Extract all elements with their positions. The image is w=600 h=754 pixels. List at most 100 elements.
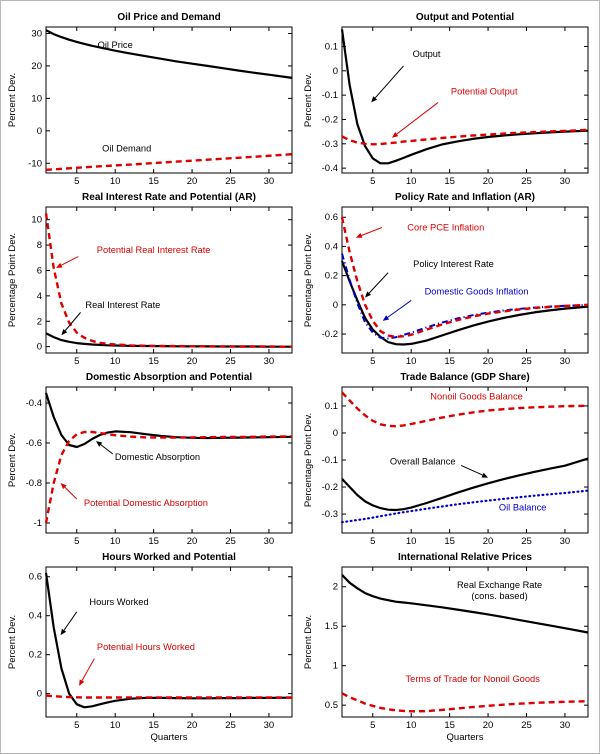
annotation-arrow-head xyxy=(371,96,378,103)
x-tick-label: 25 xyxy=(521,536,532,547)
annotation-arrow-head xyxy=(95,441,103,447)
x-tick-label: 20 xyxy=(187,356,198,367)
y-tick-label: 2 xyxy=(333,582,338,593)
chart-title: International Relative Prices xyxy=(398,552,532,563)
series-line xyxy=(341,574,589,634)
y-tick-label: 0 xyxy=(37,689,42,700)
chart-title: Domestic Absorption and Potential xyxy=(86,372,253,383)
y-axis-label: Percentage Point Dev. xyxy=(303,233,314,327)
chart-canvas-domestic-absorption: 5 10 15 20 25 30 -1 -0.8 -0.6 -0.4 Domestic Absorp… xyxy=(7,372,293,547)
y-tick-label: 0.1 xyxy=(325,401,338,412)
x-tick-label: 15 xyxy=(444,176,455,187)
annotation-arrow-head xyxy=(391,132,399,138)
series-label: Hours Worked xyxy=(89,597,148,607)
y-axis-label: Percent Dev. xyxy=(303,73,314,127)
x-tick-label: 15 xyxy=(444,356,455,367)
series-label: Oil Balance xyxy=(499,502,547,512)
chart-hours-worked-and-potential: 5 10 15 20 25 30 0 0.2 0.4 0.6 Hours Worked and Po… xyxy=(4,549,300,747)
y-tick-label: 20 xyxy=(31,61,42,72)
y-tick-label: 0 xyxy=(333,66,338,77)
y-tick-label: -0.4 xyxy=(26,398,42,409)
x-tick-label: 25 xyxy=(225,356,236,367)
y-tick-label: 1.5 xyxy=(325,621,338,632)
series-label: Core PCE Inflation xyxy=(407,222,484,232)
series-line xyxy=(340,216,589,339)
series-line xyxy=(341,391,589,428)
plot-box xyxy=(341,386,589,534)
series-label: Real Interest Rate xyxy=(85,300,160,310)
chart-policy-rate-and-inflation: 5 10 15 20 25 30 -0.2 0 0.2 0.4 0.6 Policy Rate and… xyxy=(300,189,596,369)
chart-oil-price-and-demand: 5 10 15 20 25 30 -10 0 10 20 30 Oil Price and Deman… xyxy=(4,9,300,189)
annotation-arrow-head xyxy=(365,291,372,298)
x-tick-label: 20 xyxy=(187,536,198,547)
chart-title: Oil Price and Demand xyxy=(117,12,220,23)
chart-trade-balance: 5 10 15 20 25 30 -0.3 -0.2 -0.1 0 0.1 Trade Balance… xyxy=(300,369,596,549)
annotation-arrow-head xyxy=(79,679,85,686)
x-axis-label: Quarters xyxy=(447,732,484,743)
y-tick-label: -0.8 xyxy=(26,478,42,489)
x-tick-label: 10 xyxy=(406,536,417,547)
plot-box xyxy=(45,26,293,174)
x-tick-label: 20 xyxy=(483,536,494,547)
x-tick-label: 5 xyxy=(74,720,79,731)
x-tick-label: 25 xyxy=(225,176,236,187)
y-tick-label: -0.1 xyxy=(322,455,338,466)
series-label: Real Exchange Rate xyxy=(457,580,542,590)
plot-box xyxy=(341,26,589,174)
y-tick-label: 0.1 xyxy=(325,41,338,52)
chart-title: Policy Rate and Inflation (AR) xyxy=(395,192,535,203)
plot-box xyxy=(45,566,293,718)
series-line xyxy=(44,430,293,524)
series-line xyxy=(45,29,293,79)
series-label: Policy Interest Rate xyxy=(413,259,494,269)
chart-domestic-absorption-and-potential: 5 10 15 20 25 30 -1 -0.8 -0.6 -0.4 Domestic Absorp… xyxy=(4,369,300,549)
annotation-arrow-line xyxy=(361,226,383,236)
x-tick-label: 20 xyxy=(483,720,494,731)
series-line xyxy=(45,153,293,171)
x-tick-label: 30 xyxy=(264,720,275,731)
annotation-arrow-line xyxy=(100,444,114,455)
annotation-arrow-line xyxy=(460,464,483,476)
chart-canvas-output-and-potential: 5 10 15 20 25 30 -0.4 -0.3 -0.2 -0.1 0 0.1 Output an… xyxy=(303,12,589,187)
x-tick-label: 25 xyxy=(521,720,532,731)
x-tick-label: 30 xyxy=(560,536,571,547)
plot-box xyxy=(45,206,293,354)
y-tick-label: 0.6 xyxy=(29,572,42,583)
y-axis-label: Percentage Point Dev. xyxy=(303,413,314,507)
y-tick-label: 10 xyxy=(31,93,42,104)
x-tick-label: 10 xyxy=(110,720,121,731)
y-tick-label: -0.3 xyxy=(322,509,338,520)
x-tick-label: 5 xyxy=(370,720,375,731)
y-tick-label: 0.2 xyxy=(325,271,338,282)
annotation-arrow-line xyxy=(64,312,81,331)
series-label: Potential Output xyxy=(451,86,518,96)
x-tick-label: 10 xyxy=(406,176,417,187)
chart-canvas-trade-balance: 5 10 15 20 25 30 -0.3 -0.2 -0.1 0 0.1 Trade Balance… xyxy=(303,372,590,547)
y-tick-label: 0.2 xyxy=(29,650,42,661)
x-tick-label: 5 xyxy=(370,536,375,547)
x-tick-label: 5 xyxy=(74,356,79,367)
y-tick-label: 8 xyxy=(37,240,42,251)
y-axis-label: Percentage Point Dev. xyxy=(7,233,18,327)
x-axis-label: Quarters xyxy=(151,732,188,743)
annotation-arrow-line xyxy=(64,486,78,500)
chart-canvas-policy-rate-inflation: 5 10 15 20 25 30 -0.2 0 0.2 0.4 0.6 Policy Rate and… xyxy=(303,192,589,367)
x-tick-label: 30 xyxy=(560,176,571,187)
y-tick-label: 4 xyxy=(37,291,42,302)
y-tick-label: 0.5 xyxy=(325,700,338,711)
annotation-arrow-head xyxy=(55,262,63,268)
series-label: Potential Real Interest Rate xyxy=(97,245,211,255)
annotation-arrow-line xyxy=(81,658,95,681)
y-tick-label: 0 xyxy=(333,300,338,311)
y-tick-label: 1 xyxy=(333,661,338,672)
series-label: Potential Hours Worked xyxy=(97,642,195,652)
chart-canvas-hours-worked: 5 10 15 20 25 30 0 0.2 0.4 0.6 Hours Worked and Po… xyxy=(7,552,293,743)
series-line xyxy=(340,489,590,524)
x-tick-label: 25 xyxy=(521,176,532,187)
x-tick-label: 15 xyxy=(148,720,159,731)
plot-box xyxy=(341,566,589,718)
annotation-arrow-line xyxy=(63,611,78,631)
x-tick-label: 30 xyxy=(560,720,571,731)
chart-international-relative-prices: 5 10 15 20 25 30 0.5 1 1.5 2 International Relativ… xyxy=(300,549,596,747)
